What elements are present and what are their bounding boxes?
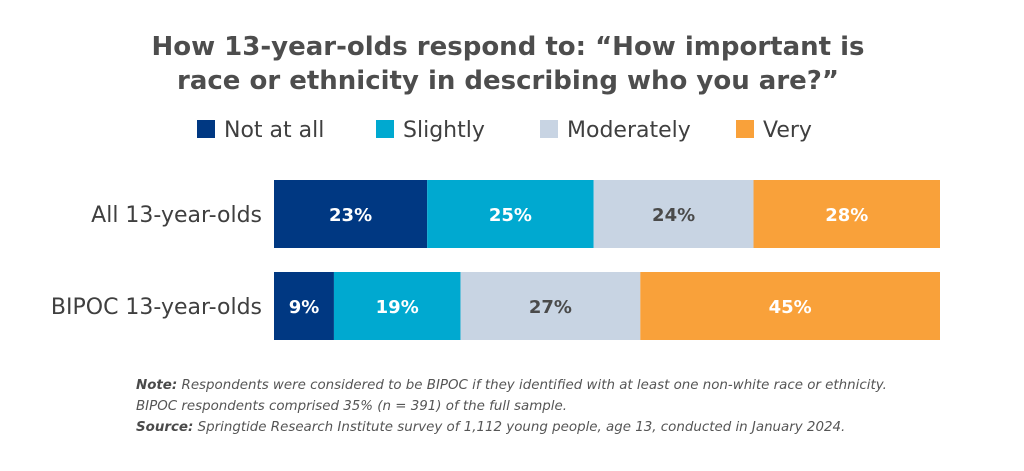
note-line-1: Note: Respondents were considered to be …	[136, 375, 996, 396]
category-label-all-13-year-olds: All 13-year-olds	[91, 203, 262, 228]
value-label-bipoc-13-year-olds-slightly: 19%	[376, 297, 419, 318]
bar-all-13-year-olds-very	[753, 180, 940, 248]
value-label-bipoc-13-year-olds-moderately: 27%	[529, 297, 572, 318]
value-label-all-13-year-olds-moderately: 24%	[652, 205, 695, 226]
legend-swatch-moderately	[540, 120, 558, 138]
value-label-bipoc-13-year-olds-very: 45%	[769, 297, 812, 318]
bars: 23% 25% 24% 28% 9% 19% 27% 45%	[274, 180, 940, 340]
legend-label-very: Very	[763, 118, 812, 143]
legend-swatch-slightly	[376, 120, 394, 138]
bar-bipoc-13-year-olds-not-at-all	[274, 272, 334, 340]
bar-all-13-year-olds-not-at-all	[274, 180, 428, 248]
bar-bipoc-13-year-olds-moderately	[460, 272, 641, 340]
value-label-all-13-year-olds-very: 28%	[825, 205, 868, 226]
value-label-bipoc-13-year-olds-not-at-all: 9%	[289, 297, 320, 318]
chart-title-line-2: race or ethnicity in describing who you …	[177, 66, 839, 96]
value-label-all-13-year-olds-slightly: 25%	[489, 205, 532, 226]
legend-label-slightly: Slightly	[403, 118, 485, 143]
note-text-2: BIPOC respondents comprised 35% (n = 391…	[136, 399, 567, 414]
legend-label-moderately: Moderately	[567, 118, 691, 143]
source-label: Source:	[136, 420, 194, 435]
legend: Not at all Slightly Moderately Very	[197, 118, 812, 143]
note-text-1: Respondents were considered to be BIPOC …	[181, 378, 887, 393]
source-text: Springtide Research Institute survey of …	[197, 420, 846, 435]
bar-bipoc-13-year-olds-slightly	[333, 272, 461, 340]
category-label-bipoc-13-year-olds: BIPOC 13-year-olds	[51, 295, 262, 320]
legend-label-not-at-all: Not at all	[224, 118, 324, 143]
category-labels: All 13-year-olds BIPOC 13-year-olds	[51, 203, 262, 320]
bar-bipoc-13-year-olds-very	[640, 272, 940, 340]
chart-notes: Note: Respondents were considered to be …	[136, 375, 996, 438]
note-line-2: BIPOC respondents comprised 35% (n = 391…	[136, 396, 996, 417]
source-line: Source: Springtide Research Institute su…	[136, 417, 996, 438]
note-label: Note:	[136, 378, 178, 393]
legend-swatch-not-at-all	[197, 120, 215, 138]
bar-all-13-year-olds-slightly	[427, 180, 594, 248]
legend-swatch-very	[736, 120, 754, 138]
value-label-all-13-year-olds-not-at-all: 23%	[329, 205, 372, 226]
bar-all-13-year-olds-moderately	[593, 180, 754, 248]
chart-title-line-1: How 13-year-olds respond to: “How import…	[151, 32, 864, 62]
